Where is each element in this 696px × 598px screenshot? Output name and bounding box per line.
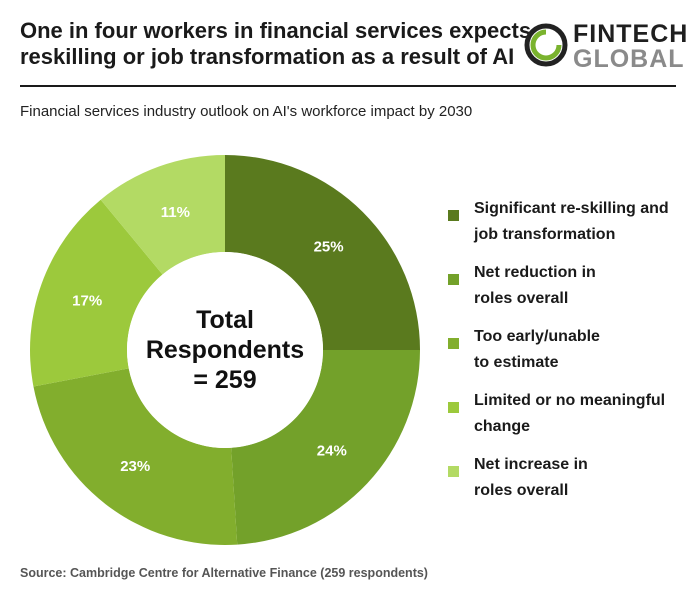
legend-item: Net reduction in roles overall <box>448 260 688 324</box>
legend-swatch <box>448 466 459 477</box>
legend-item: Significant re-skilling and job transform… <box>448 196 688 260</box>
chart-legend: Significant re-skilling and job transform… <box>448 196 688 516</box>
donut-slices <box>29 155 420 545</box>
legend-label-line-1: Net increase in <box>474 456 588 473</box>
logo-text-global: GLOBAL <box>573 45 685 73</box>
donut-slice <box>231 350 420 545</box>
legend-label: Too early/unable to estimate <box>474 324 684 376</box>
donut-slice <box>225 155 420 350</box>
donut-chart: 25% 24% 23% 17% 11% Total Respondents = 259 <box>29 155 420 545</box>
legend-label-line-1: Too early/unable <box>474 328 600 345</box>
slice-value-label: 17% <box>72 292 102 309</box>
legend-swatch <box>448 210 459 221</box>
chart-title: One in four workers in financial service… <box>20 18 532 70</box>
donut-hole <box>127 252 323 448</box>
legend-item: Limited or no meaningful change <box>448 388 688 452</box>
donut-slice <box>33 368 238 545</box>
source-note: Source: Cambridge Centre for Alternative… <box>20 566 428 580</box>
center-label: Total Respondents = 259 <box>146 306 304 394</box>
legend-label-line-2: to estimate <box>474 354 559 371</box>
legend-label-line-2: roles overall <box>474 482 569 499</box>
legend-swatch <box>448 338 459 349</box>
center-label-line-1: Total <box>196 306 254 334</box>
logo-text-fintech: FINTECH <box>573 20 689 48</box>
donut-slice <box>100 155 225 275</box>
legend-label-line-1: Significant re-skilling and <box>474 200 669 217</box>
slice-value-label: 25% <box>314 238 344 255</box>
legend-label: Limited or no meaningful change <box>474 388 684 440</box>
legend-label-line-1: Limited or no meaningful <box>474 392 666 409</box>
fintech-global-logo: FINTECH GLOBAL <box>521 14 687 74</box>
legend-label: Significant re-skilling and job transform… <box>474 196 684 248</box>
logo-ring-icon <box>524 23 568 67</box>
legend-item: Too early/unable to estimate <box>448 324 688 388</box>
legend-swatch <box>448 402 459 413</box>
donut-slice-labels: 25% 24% 23% 17% 11% <box>72 204 347 475</box>
legend-label-line-1: Net reduction in <box>474 264 596 281</box>
center-label-line-3: = 259 <box>193 366 256 394</box>
legend-item: Net increase in roles overall <box>448 452 688 516</box>
legend-label-line-2: roles overall <box>474 290 569 307</box>
legend-label-line-2: job transformation <box>474 226 616 243</box>
chart-title-line-1: One in four workers in financial service… <box>20 18 532 43</box>
center-label-line-2: Respondents <box>146 336 304 364</box>
legend-swatch <box>448 274 459 285</box>
legend-label: Net increase in roles overall <box>474 452 684 504</box>
legend-label-line-2: change <box>474 418 531 435</box>
header-divider <box>20 85 676 87</box>
chart-title-line-2: reskilling or job transformation as a re… <box>20 44 515 69</box>
donut-slice <box>29 199 163 387</box>
slice-value-label: 23% <box>120 458 150 475</box>
legend-label: Net reduction in roles overall <box>474 260 684 312</box>
slice-value-label: 24% <box>317 442 347 459</box>
slice-value-label: 11% <box>161 204 190 221</box>
chart-subtitle: Financial services industry outlook on A… <box>20 103 473 120</box>
